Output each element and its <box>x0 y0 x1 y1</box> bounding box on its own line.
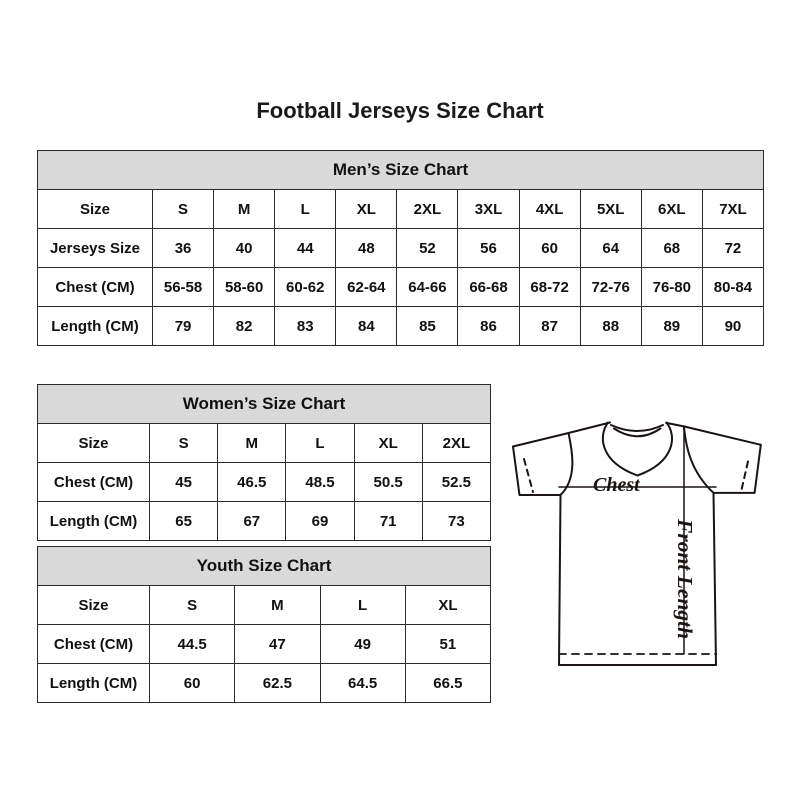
svg-text:Front Length: Front Length <box>673 518 697 639</box>
svg-text:Chest: Chest <box>593 474 641 496</box>
